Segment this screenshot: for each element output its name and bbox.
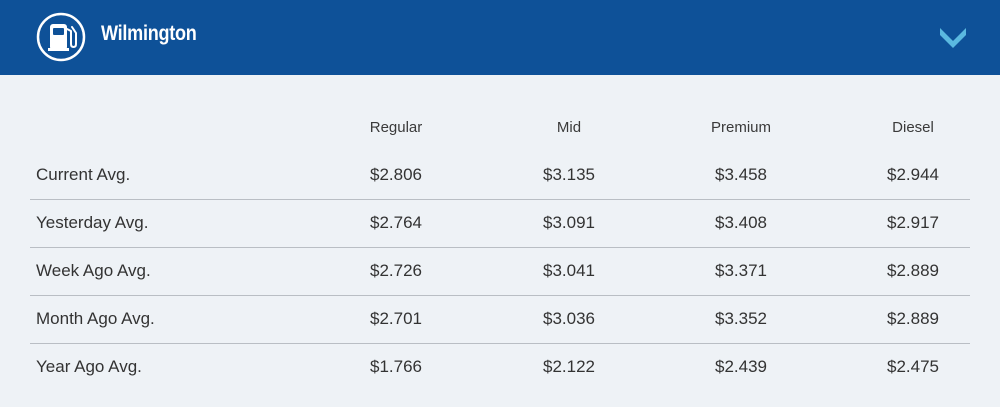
table-row: Month Ago Avg. $2.701 $3.036 $3.352 $2.8… [30, 296, 970, 344]
price-cell: $2.439 [715, 357, 767, 376]
column-header-premium: Premium [710, 119, 771, 136]
column-header-diesel: Diesel [892, 119, 934, 136]
column-header-mid: Mid [556, 119, 582, 136]
page-title: Wilmington [101, 22, 197, 45]
price-cell: $2.726 [370, 261, 422, 280]
row-label: Yesterday Avg. [36, 213, 149, 232]
price-cell: $1.766 [370, 357, 422, 376]
table-row: Year Ago Avg. $1.766 $2.122 $2.439 $2.47… [30, 344, 970, 392]
price-cell: $2.122 [543, 357, 595, 376]
price-cell: $3.041 [543, 261, 595, 280]
gas-pump-icon [36, 12, 86, 62]
price-cell: $2.917 [887, 213, 939, 232]
price-cell: $3.352 [715, 309, 767, 328]
table-row: Current Avg. $2.806 $3.135 $3.458 $2.944 [30, 152, 970, 200]
price-cell: $3.408 [715, 213, 767, 232]
price-cell: $2.806 [370, 165, 422, 184]
price-cell: $3.135 [543, 165, 595, 184]
price-cell: $3.371 [715, 261, 767, 280]
price-cell: $2.764 [370, 213, 422, 232]
price-cell: $2.475 [887, 357, 939, 376]
price-cell: $3.091 [543, 213, 595, 232]
column-header-regular: Regular [369, 119, 423, 136]
header-bar: Wilmington [0, 0, 1000, 75]
table-row: Yesterday Avg. $2.764 $3.091 $3.408 $2.9… [30, 200, 970, 248]
table-row: Week Ago Avg. $2.726 $3.041 $3.371 $2.88… [30, 248, 970, 296]
price-cell: $3.036 [543, 309, 595, 328]
gas-price-table: Regular Mid Premium Diesel Current Avg. … [30, 75, 970, 392]
price-cell: $2.889 [887, 309, 939, 328]
chevron-down-icon[interactable] [937, 24, 969, 50]
price-cell: $2.889 [887, 261, 939, 280]
table-header-row: Regular Mid Premium Diesel [30, 75, 970, 152]
row-label: Current Avg. [36, 165, 131, 184]
row-label: Week Ago Avg. [36, 261, 151, 280]
price-cell: $2.944 [887, 165, 939, 184]
row-label: Year Ago Avg. [36, 357, 142, 376]
price-cell: $2.701 [370, 309, 422, 328]
price-cell: $3.458 [715, 165, 767, 184]
row-label: Month Ago Avg. [36, 309, 155, 328]
